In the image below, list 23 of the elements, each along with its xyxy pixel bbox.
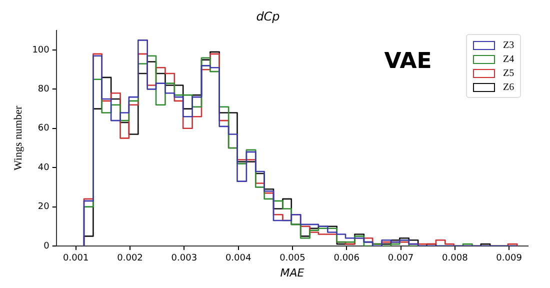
y-axis-title: Wings number: [12, 106, 24, 171]
legend-label: Z6: [503, 82, 514, 93]
y-tick-label: 60: [38, 124, 50, 134]
x-tick-label: 0.004: [225, 254, 252, 264]
annotation: VAE: [384, 49, 432, 74]
legend-label: Z4: [503, 54, 514, 65]
x-axis-title: MAE: [280, 266, 304, 280]
chart-title: dCp: [256, 9, 280, 24]
x-tick-label: 0.008: [442, 254, 468, 264]
x-tick-label: 0.001: [62, 254, 89, 264]
legend-label: Z5: [503, 68, 514, 79]
y-tick-label: 40: [38, 162, 50, 173]
x-tick-label: 0.007: [388, 254, 414, 264]
x-tick-label: 0.002: [117, 254, 143, 264]
y-tick-label: 80: [38, 84, 50, 95]
x-tick-label: 0.009: [496, 254, 522, 264]
y-tick-label: 20: [38, 202, 50, 212]
x-tick-label: 0.003: [171, 254, 198, 264]
legend-label: Z3: [503, 40, 514, 51]
x-tick-label: 0.005: [280, 254, 306, 264]
x-tick-label: 0.006: [334, 254, 360, 264]
y-tick-label: 100: [32, 45, 50, 56]
y-tick-label: 0: [44, 241, 50, 252]
